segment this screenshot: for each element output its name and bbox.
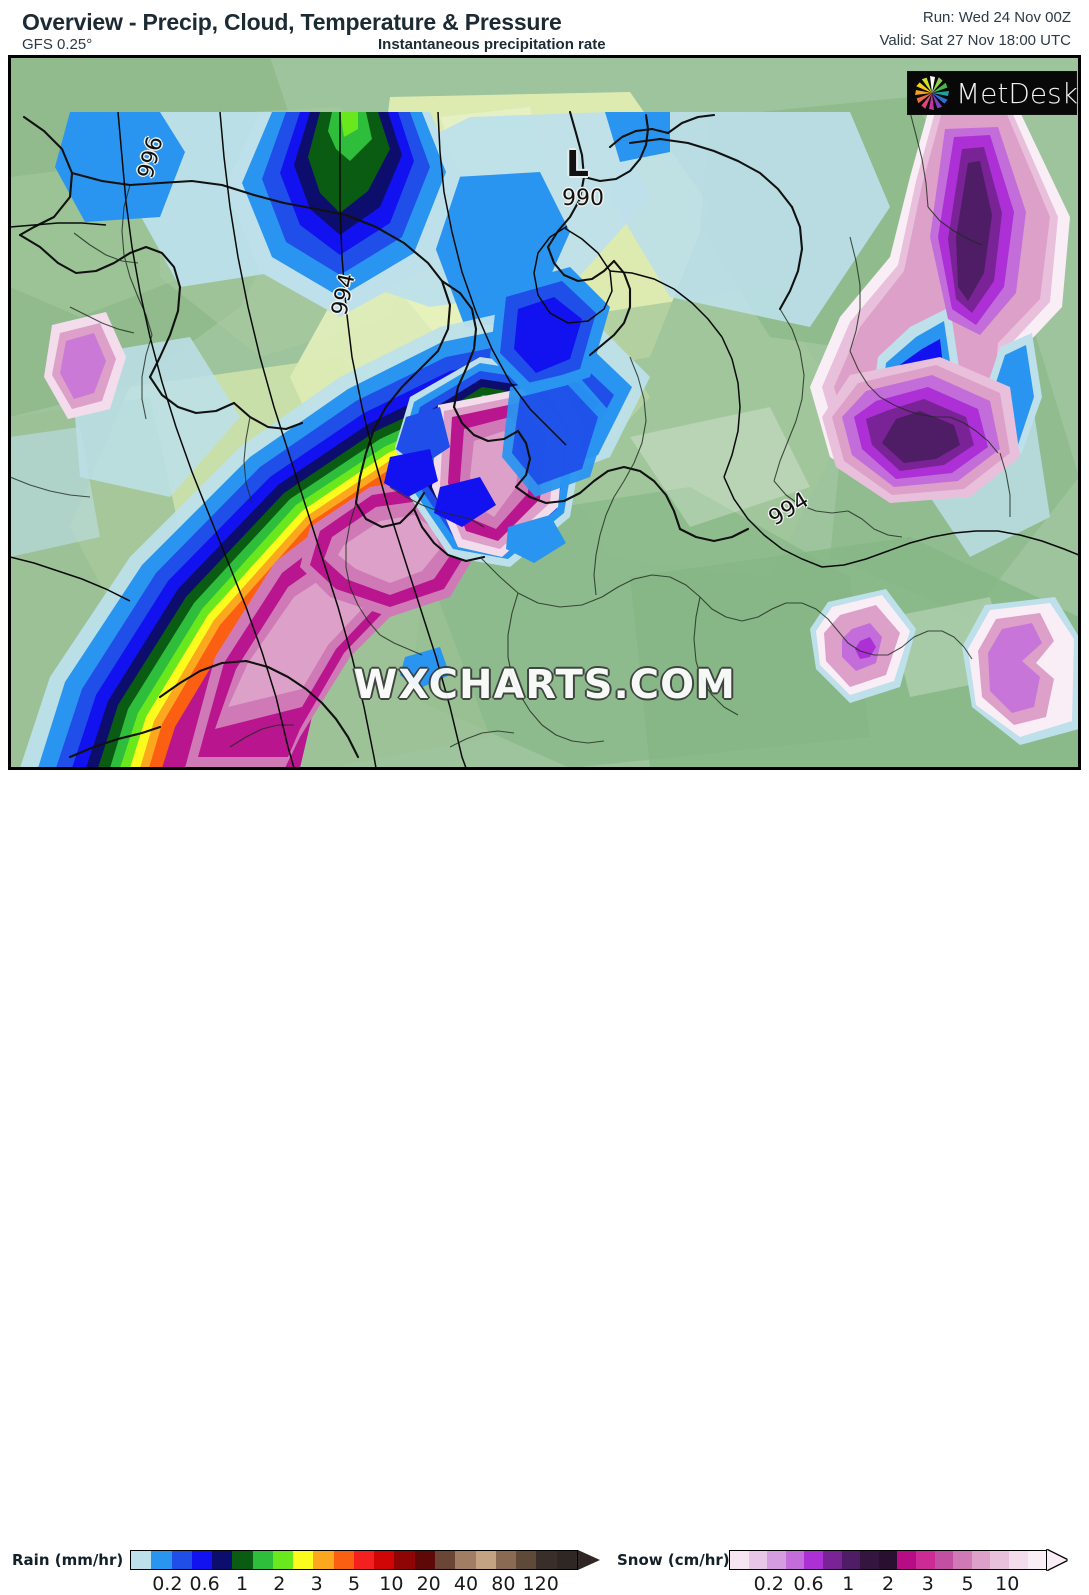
model-label: GFS 0.25°: [22, 36, 93, 53]
colorbar-swatch: [822, 1551, 842, 1569]
colorbar-swatch: [556, 1551, 577, 1569]
snow-colorbar: [729, 1550, 1047, 1570]
colorbar-tick-label: 1: [842, 1573, 855, 1595]
colorbar-swatch: [212, 1551, 233, 1569]
legend: Rain (mm/hr) 0.2 0.6 1 2 3 5 10 20 40 80 120 Snow …: [0, 772, 1089, 1595]
colorbar-tick-label: 10: [995, 1573, 1020, 1595]
rain-colorbar-arrow: [578, 1550, 600, 1570]
colorbar-tick-label: 10: [379, 1573, 404, 1595]
colorbar-tick-label: 5: [347, 1573, 361, 1595]
colorbar-swatch: [536, 1551, 557, 1569]
snow-colorbar-labels: 0.2 0.6 1 2 3 5 10: [729, 1573, 1047, 1595]
colorbar-swatch: [516, 1551, 537, 1569]
colorbar-tick-label: 2: [273, 1573, 286, 1595]
colorbar-tick-label: 0.2: [152, 1573, 183, 1595]
colorbar-swatch: [232, 1551, 253, 1569]
colorbar-swatch: [191, 1551, 213, 1569]
colorbar-swatch: [495, 1551, 517, 1569]
colorbar-swatch: [860, 1551, 879, 1569]
colorbar-tick-label: 1: [235, 1573, 249, 1595]
colorbar-swatch: [293, 1551, 314, 1569]
colorbar-swatch: [767, 1551, 786, 1569]
colorbar-swatch: [353, 1551, 375, 1569]
metdesk-logo: MetDesk: [907, 71, 1078, 115]
colorbar-swatch: [841, 1551, 861, 1569]
rain-colorbar-labels: 0.2 0.6 1 2 3 5 10 20 40 80 120: [130, 1573, 578, 1595]
colorbar-swatch: [971, 1551, 991, 1569]
parameter-label: Instantaneous precipitation rate: [378, 36, 606, 53]
colorbar-swatch: [414, 1551, 435, 1569]
colorbar-tick-label: 0.2: [753, 1573, 784, 1595]
colorbar-swatch: [272, 1551, 294, 1569]
colorbar-swatch: [878, 1551, 898, 1569]
colorbar-tick-label: 2: [881, 1573, 895, 1595]
colorbar-swatch: [475, 1551, 496, 1569]
colorbar-swatch: [897, 1551, 916, 1569]
colorbar-swatch: [953, 1551, 972, 1569]
pressure-label-990: 990: [562, 186, 604, 211]
colorbar-tick-label: 0.6: [793, 1573, 824, 1595]
colorbar-tick-label: 80: [491, 1573, 516, 1595]
snow-colorbar-arrow: [1047, 1550, 1067, 1570]
rain-legend-title: Rain (mm/hr): [12, 1551, 124, 1569]
colorbar-swatch: [171, 1551, 192, 1569]
valid-time-label: Valid: Sat 27 Nov 18:00 UTC: [879, 32, 1071, 49]
chart-header: Overview - Precip, Cloud, Temperature & …: [0, 0, 1089, 55]
colorbar-swatch: [374, 1551, 395, 1569]
colorbar-swatch: [151, 1551, 172, 1569]
metdesk-pinwheel-icon: [915, 76, 949, 110]
colorbar-swatch: [730, 1551, 749, 1569]
colorbar-tick-label: 3: [310, 1573, 323, 1595]
colorbar-swatch: [313, 1551, 334, 1569]
colorbar-swatch: [915, 1551, 935, 1569]
colorbar-swatch: [990, 1551, 1009, 1569]
colorbar-tick-label: 120: [522, 1573, 559, 1595]
colorbar-swatch: [434, 1551, 456, 1569]
map-canvas: [10, 57, 1079, 768]
colorbar-tick-label: 3: [921, 1573, 934, 1595]
pressure-low-marker: L: [566, 144, 589, 185]
colorbar-swatch: [252, 1551, 273, 1569]
colorbar-tick-label: 0.6: [189, 1573, 220, 1595]
colorbar-swatch: [1008, 1551, 1028, 1569]
run-time-label: Run: Wed 24 Nov 00Z: [922, 9, 1071, 26]
colorbar-swatch: [394, 1551, 415, 1569]
colorbar-swatch: [785, 1551, 805, 1569]
colorbar-swatch: [333, 1551, 354, 1569]
snow-legend-title: Snow (cm/hr): [617, 1551, 730, 1569]
metdesk-logo-text: MetDesk: [956, 76, 1078, 110]
page-title: Overview - Precip, Cloud, Temperature & …: [22, 9, 562, 35]
colorbar-swatch: [934, 1551, 954, 1569]
colorbar-tick-label: 40: [453, 1573, 479, 1595]
colorbar-swatch: [804, 1551, 823, 1569]
colorbar-swatch: [1027, 1551, 1047, 1569]
rain-colorbar: [130, 1550, 578, 1570]
colorbar-swatch: [748, 1551, 768, 1569]
colorbar-swatch: [131, 1551, 152, 1569]
colorbar-swatch: [455, 1551, 476, 1569]
colorbar-tick-label: 20: [416, 1573, 441, 1595]
colorbar-tick-label: 5: [961, 1573, 974, 1595]
weather-map[interactable]: L 990 996 994 994 MetDesk WXCHARTS.C: [8, 55, 1081, 770]
